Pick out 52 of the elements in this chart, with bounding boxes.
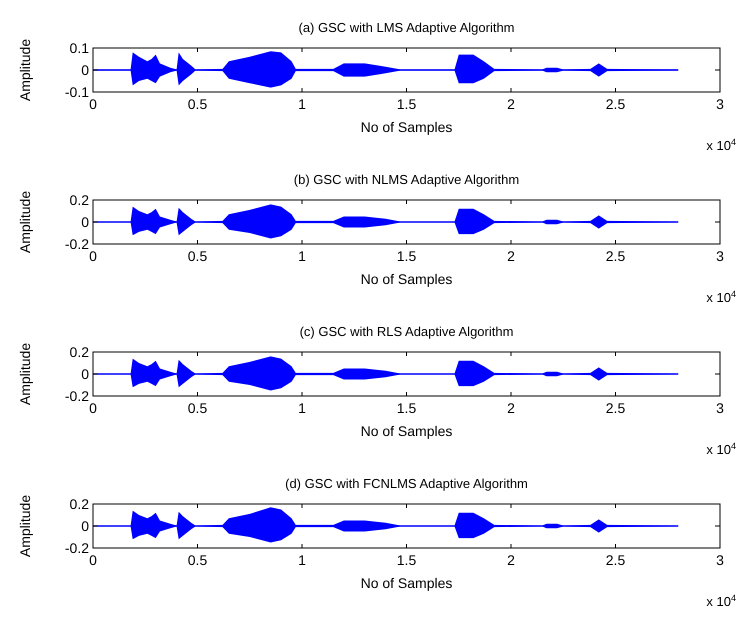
text: x 10$^{4}$ <box>706 593 736 609</box>
x-tick-label: 2.5 <box>606 96 626 112</box>
text: x 10$^{4}$ <box>706 289 736 305</box>
y-tick-label: -0.2 <box>64 388 90 404</box>
x-tick-label: 2.5 <box>606 248 626 264</box>
x-tick-label: 1.5 <box>396 400 416 416</box>
y-tick-label: 0 <box>81 214 90 230</box>
chart-title: (d) GSC with FCNLMS Adaptive Algorithm <box>285 476 528 491</box>
x-tick-label: 1 <box>298 400 306 416</box>
x-tick-label: 0.5 <box>188 552 208 568</box>
x-tick-label: 3 <box>716 400 724 416</box>
y-axis-title: Amplitude <box>17 342 33 406</box>
text: x 10$^{4}$ <box>706 441 736 457</box>
x-tick-label: 2.5 <box>606 400 626 416</box>
y-axis-title: Amplitude <box>17 38 33 102</box>
x-axis-title: No of Samples <box>360 575 452 591</box>
y-tick-label: 0 <box>81 518 90 534</box>
x-axis-title: No of Samples <box>360 423 452 439</box>
y-axis-title: Amplitude <box>17 190 33 254</box>
x-tick-label: 2 <box>507 248 516 264</box>
y-tick-label: 0.2 <box>70 344 90 360</box>
x-tick-label: 1 <box>298 96 306 112</box>
x-axis-title: No of Samples <box>360 271 452 287</box>
y-tick-label: -0.2 <box>64 236 90 252</box>
x-tick-label: 2 <box>507 552 516 568</box>
x-tick-label: 1 <box>298 552 306 568</box>
x-tick-label: 2.5 <box>606 552 626 568</box>
y-tick-label: 0 <box>81 62 90 78</box>
chart-title: (c) GSC with RLS Adaptive Algorithm <box>300 324 514 339</box>
x-tick-label: 3 <box>716 96 724 112</box>
x-tick-label: 1 <box>298 248 306 264</box>
x-tick-label: 1.5 <box>396 96 416 112</box>
x-tick-label: 2 <box>507 96 516 112</box>
x-tick-label: 3 <box>716 552 724 568</box>
y-tick-label: -0.1 <box>64 84 90 100</box>
y-tick-label: -0.2 <box>64 540 90 556</box>
x-tick-label: 0.5 <box>188 248 208 264</box>
y-tick-label: 0 <box>81 366 90 382</box>
x-tick-label: 1.5 <box>396 552 416 568</box>
y-tick-label: 0.2 <box>70 192 90 208</box>
text: x 10$^{4}$ <box>706 137 736 153</box>
x-axis-title: No of Samples <box>360 119 452 135</box>
x-tick-label: 0.5 <box>188 96 208 112</box>
x-tick-label: 3 <box>716 248 724 264</box>
x-tick-label: 0.5 <box>188 400 208 416</box>
chart-title: (b) GSC with NLMS Adaptive Algorithm <box>294 172 520 187</box>
chart-title: (a) GSC with LMS Adaptive Algorithm <box>298 20 515 35</box>
y-tick-label: 0.2 <box>70 496 90 512</box>
y-tick-label: 0.1 <box>70 40 90 56</box>
x-tick-label: 1.5 <box>396 248 416 264</box>
y-axis-title: Amplitude <box>17 494 33 558</box>
x-tick-label: 2 <box>507 400 516 416</box>
